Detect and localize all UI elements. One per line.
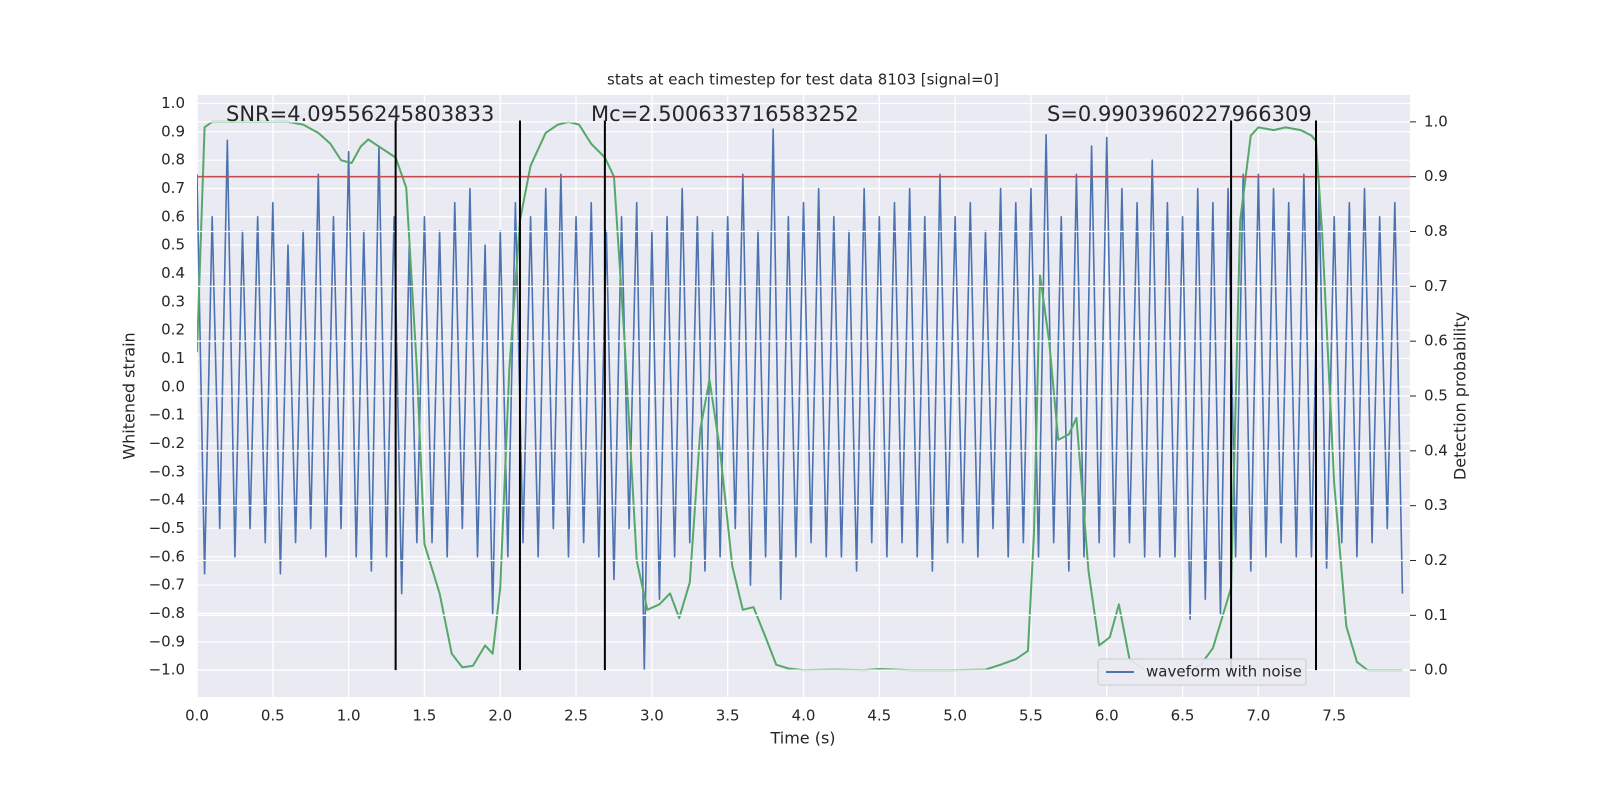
- y-tick-label: 1.0: [161, 94, 185, 112]
- y2-tick-label: 0.2: [1424, 551, 1448, 569]
- y-tick-label: −0.3: [149, 462, 185, 480]
- legend-label: waveform with noise: [1146, 663, 1302, 681]
- y2-tick-label: 0.5: [1424, 387, 1448, 405]
- x-tick-label: 7.5: [1322, 707, 1346, 725]
- y-tick-label: 0.3: [161, 292, 185, 310]
- y-tick-label: 0.6: [161, 207, 185, 225]
- y-tick-label: −0.6: [149, 547, 185, 565]
- y2-tick-label: 0.3: [1424, 496, 1448, 514]
- series-line: [197, 120, 1403, 672]
- x-tick-label: 4.5: [867, 707, 891, 725]
- annotation: SNR=4.09556245803833: [226, 102, 494, 126]
- annotation: Mc=2.500633716583252: [591, 102, 859, 126]
- x-tick-label: 2.5: [564, 707, 588, 725]
- y2-tick-label: 0.9: [1424, 167, 1448, 185]
- y-tick-label: 0.1: [161, 349, 185, 367]
- legend: waveform with noise: [1097, 658, 1307, 686]
- chart-title: stats at each timestep for test data 810…: [607, 71, 999, 89]
- x-tick-label: 1.0: [337, 707, 361, 725]
- x-tick-label: 3.5: [716, 707, 740, 725]
- y-tick-label: −0.2: [149, 434, 185, 452]
- y-tick-label: 0.8: [161, 151, 185, 169]
- y-tick-label: −0.5: [149, 519, 185, 537]
- marks: [197, 120, 1410, 672]
- y2-tick-label: 0.6: [1424, 332, 1448, 350]
- y-tick-label: −0.1: [149, 406, 185, 424]
- x-tick-label: 3.0: [640, 707, 664, 725]
- x-tick-label: 2.0: [488, 707, 512, 725]
- y2-tick-label: 0.4: [1424, 441, 1448, 459]
- y-tick-label: 0.0: [161, 377, 185, 395]
- y-tick-label: −1.0: [149, 661, 185, 679]
- y-tick-label: −0.8: [149, 604, 185, 622]
- y-tick-label: 0.2: [161, 321, 185, 339]
- x-tick-label: 6.5: [1171, 707, 1195, 725]
- axes: 0.0 0.5 1.0 1.5 2.0 2.5 3.0 3.5 4.0 4.5 5.0 5.5 6.0 6…: [149, 94, 1448, 725]
- y2-tick-label: 0.8: [1424, 222, 1448, 240]
- y-axis-label: Whitened strain: [120, 332, 139, 459]
- x-tick-label: 0.5: [261, 707, 285, 725]
- x-tick-label: 4.0: [792, 707, 816, 725]
- y-tick-label: −0.4: [149, 491, 185, 509]
- y2-tick-label: 0.1: [1424, 606, 1448, 624]
- y-tick-label: 0.4: [161, 264, 185, 282]
- y-tick-label: 0.7: [161, 179, 185, 197]
- x-tick-label: 1.5: [413, 707, 437, 725]
- y2-axis-label: Detection probability: [1451, 312, 1470, 480]
- series-line: [197, 128, 1404, 671]
- x-tick-label: 7.0: [1246, 707, 1270, 725]
- y2-tick-label: 0.0: [1424, 661, 1448, 679]
- y2-tick-label: 0.7: [1424, 277, 1448, 295]
- y-tick-label: 0.9: [161, 122, 185, 140]
- x-tick-label: 6.0: [1095, 707, 1119, 725]
- y2-tick-label: 1.0: [1424, 112, 1448, 130]
- annotation: S=0.9903960227966309: [1047, 102, 1312, 126]
- x-tick-label: 5.0: [943, 707, 967, 725]
- x-axis-label: Time (s): [769, 729, 835, 748]
- y-tick-label: −0.9: [149, 632, 185, 650]
- y-tick-label: 0.5: [161, 236, 185, 254]
- x-tick-label: 5.5: [1019, 707, 1043, 725]
- y-tick-label: −0.7: [149, 576, 185, 594]
- x-tick-label: 0.0: [185, 707, 209, 725]
- legend-box: [1097, 658, 1307, 686]
